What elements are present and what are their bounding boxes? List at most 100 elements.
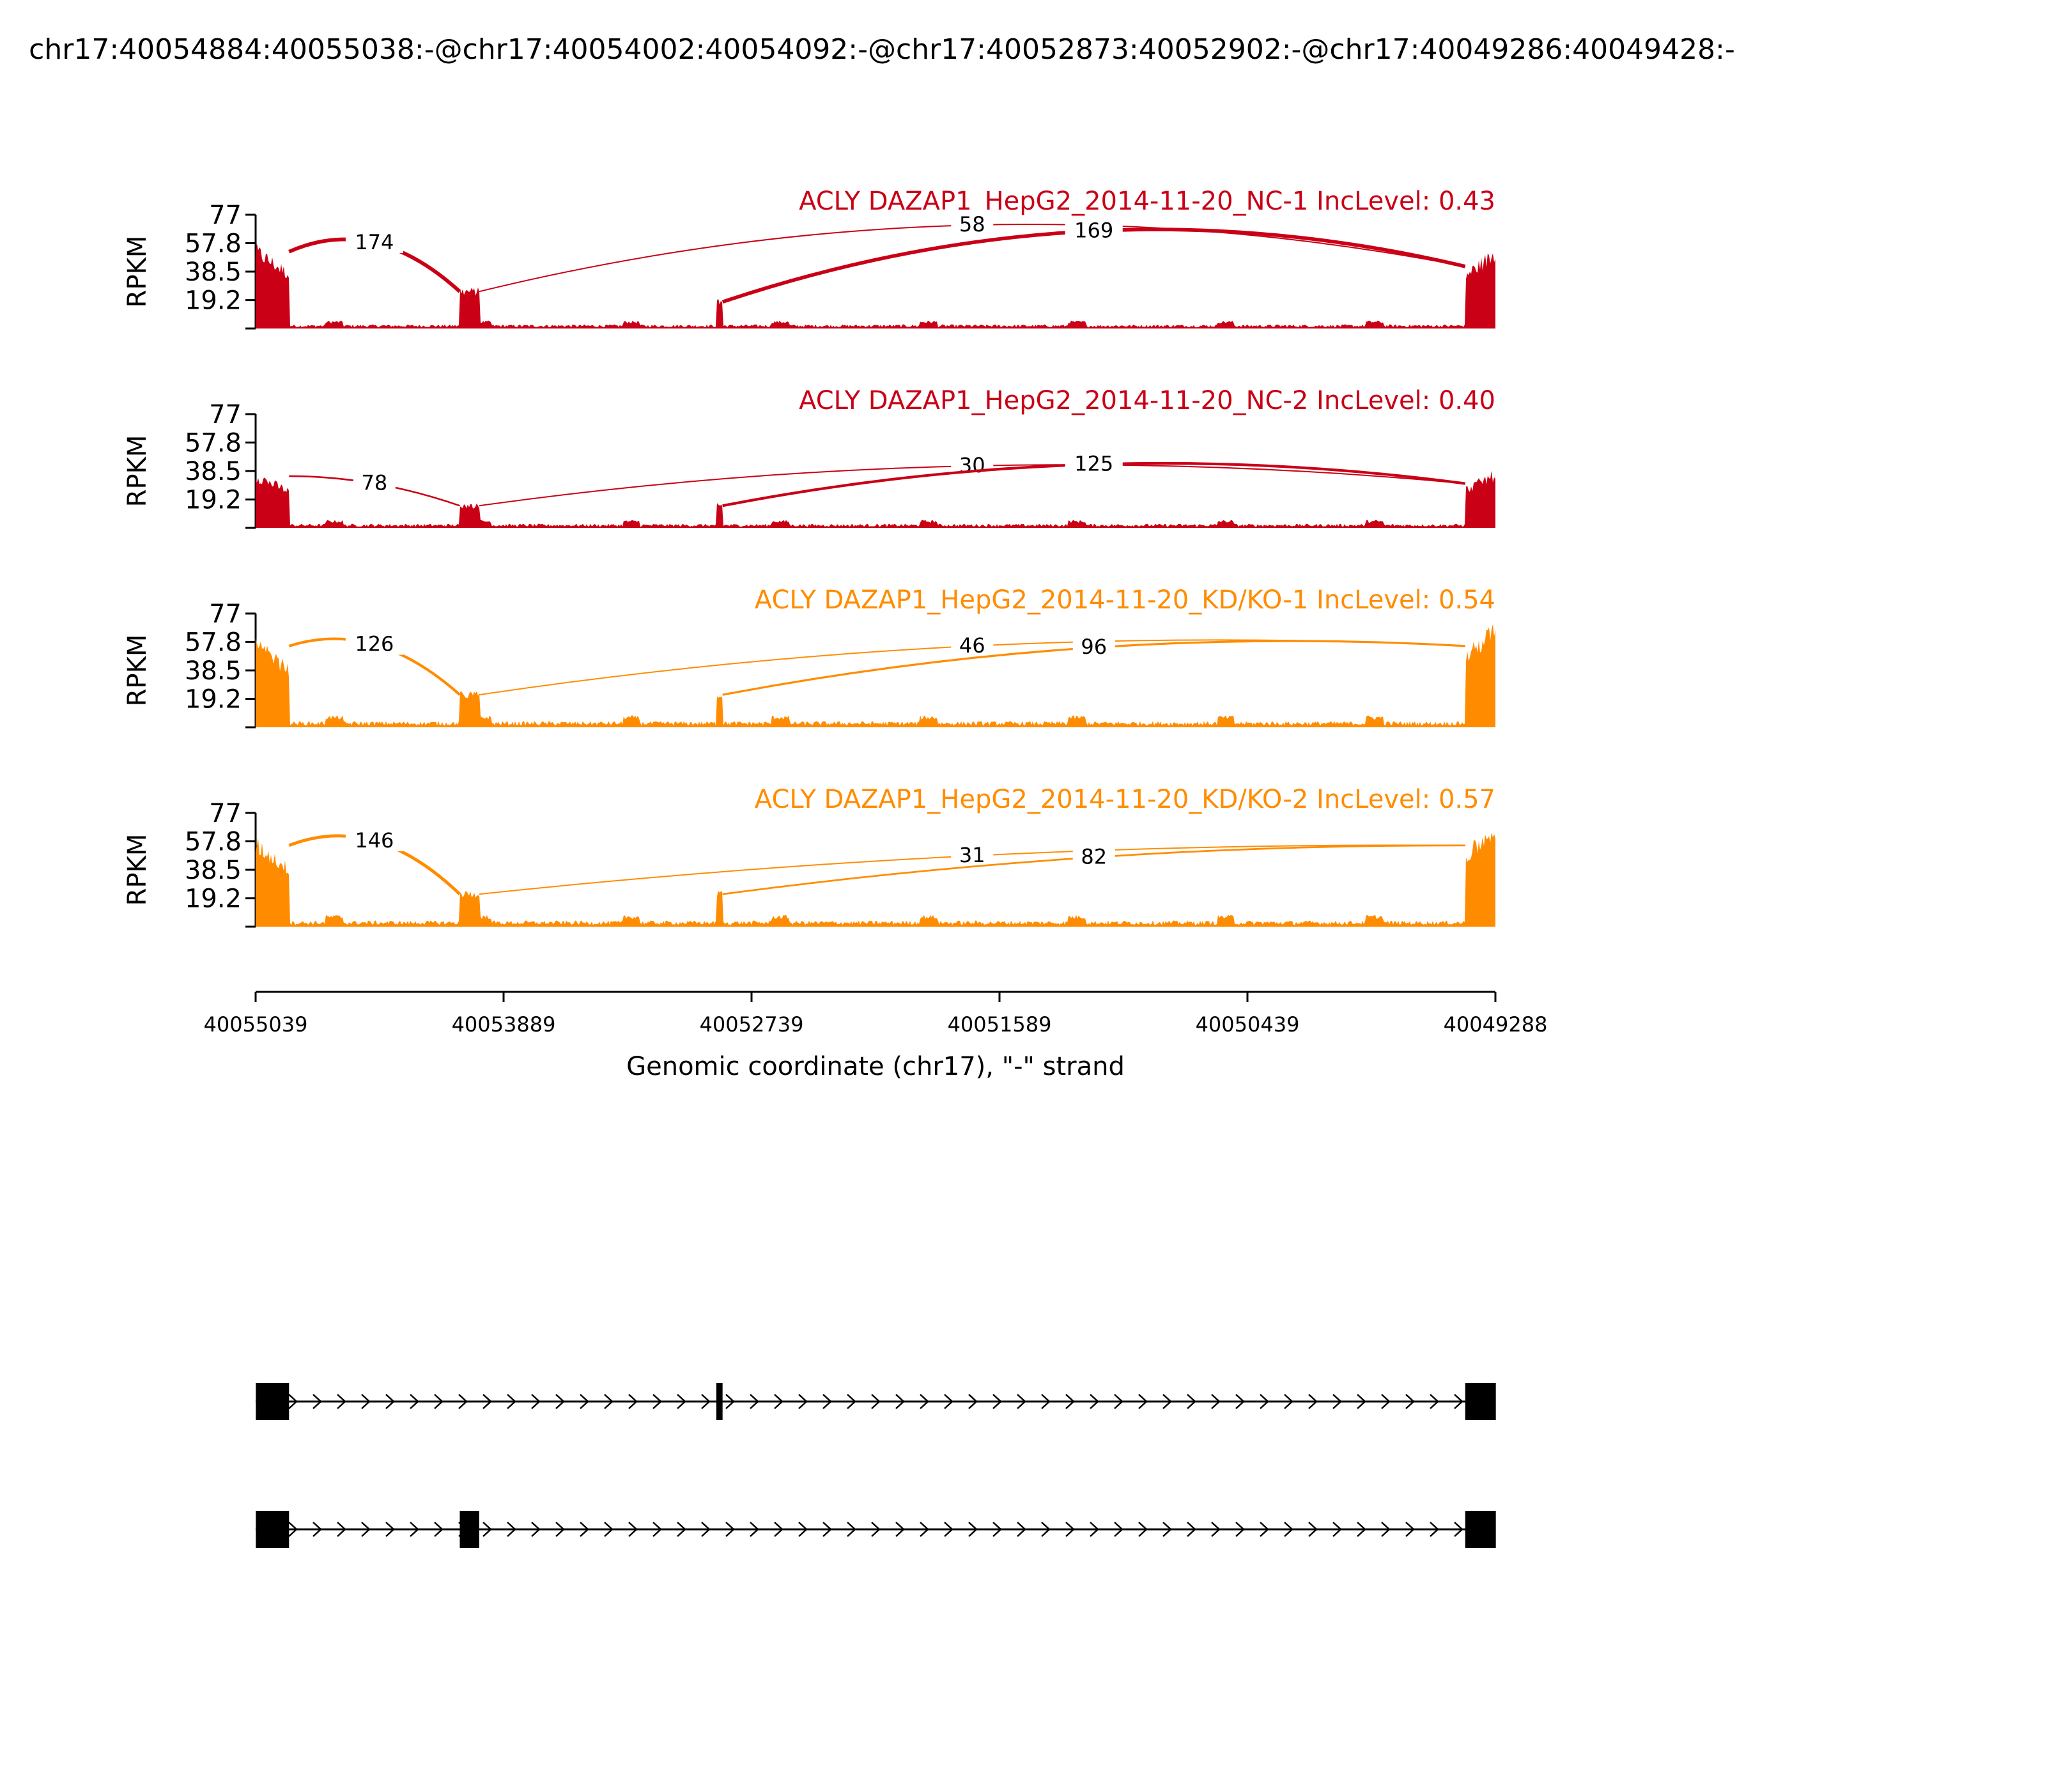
strand-chevron <box>1454 1394 1463 1409</box>
strand-chevron <box>725 1394 735 1409</box>
junction-label-bg <box>345 631 403 655</box>
strand-chevron <box>677 1394 686 1409</box>
x-axis-label: Genomic coordinate (chr17), "-" strand <box>626 1052 1125 1081</box>
strand-chevron <box>1381 1522 1391 1537</box>
strand-chevron <box>992 1394 1002 1409</box>
strand-chevron <box>871 1522 881 1537</box>
y-tick-label: 38.5 <box>185 656 242 686</box>
strand-chevron <box>1090 1522 1099 1537</box>
y-axis-label: RPKM <box>123 435 152 507</box>
y-tick-label: 38.5 <box>185 457 242 486</box>
y-axis-label: RPKM <box>123 834 152 906</box>
strand-chevron <box>313 1522 322 1537</box>
strand-chevron <box>725 1522 735 1537</box>
strand-chevron <box>410 1522 419 1537</box>
strand-chevron <box>1260 1522 1269 1537</box>
strand-chevron <box>1211 1394 1221 1409</box>
x-tick-label: 40053889 <box>452 1012 556 1037</box>
junction-count: 126 <box>355 632 394 656</box>
y-tick-label: 38.5 <box>185 258 242 287</box>
strand-chevron <box>968 1394 978 1409</box>
junction-count: 46 <box>959 633 985 658</box>
strand-chevron <box>701 1522 711 1537</box>
strand-chevron <box>1332 1522 1342 1537</box>
strand-chevron <box>604 1394 614 1409</box>
strand-chevron <box>847 1394 856 1409</box>
x-tick-label: 40049288 <box>1444 1012 1548 1037</box>
x-tick-label: 40055039 <box>204 1012 308 1037</box>
strand-chevron <box>288 1394 298 1409</box>
strand-chevron <box>871 1394 881 1409</box>
panel-label: ACLY DAZAP1_HepG2_2014-11-20_NC-1 IncLev… <box>799 187 1495 216</box>
junction-count: 125 <box>1074 452 1113 476</box>
strand-chevron <box>1138 1522 1148 1537</box>
strand-chevron <box>1308 1522 1318 1537</box>
strand-chevron <box>1162 1522 1172 1537</box>
strand-chevron <box>1405 1394 1415 1409</box>
strand-chevron <box>434 1522 444 1537</box>
isoform-track <box>256 1511 1496 1548</box>
strand-chevron <box>822 1394 832 1409</box>
panel-label: ACLY DAZAP1_HepG2_2014-11-20_KD/KO-1 Inc… <box>755 585 1495 615</box>
isoform-tracks <box>256 1383 1496 1548</box>
strand-chevron <box>1114 1394 1123 1409</box>
strand-chevron <box>1235 1522 1245 1537</box>
strand-chevron <box>1357 1522 1366 1537</box>
strand-chevron <box>750 1522 759 1537</box>
strand-chevron <box>798 1522 808 1537</box>
coverage-area <box>256 624 1495 727</box>
strand-chevron <box>1260 1394 1269 1409</box>
strand-chevron <box>385 1522 395 1537</box>
strand-chevron <box>1041 1394 1051 1409</box>
y-axis-label: RPKM <box>123 635 152 707</box>
strand-chevron <box>701 1394 711 1409</box>
strand-chevron <box>313 1394 322 1409</box>
strand-chevron <box>1138 1394 1148 1409</box>
x-tick-label: 40051589 <box>948 1012 1052 1037</box>
strand-chevron <box>1065 1394 1075 1409</box>
strand-chevron <box>580 1522 589 1537</box>
coverage-area <box>256 470 1495 528</box>
y-tick-label: 19.2 <box>185 486 242 515</box>
junction-label-bg <box>353 470 396 494</box>
junction-label-bg <box>345 229 403 253</box>
strand-chevron <box>1211 1522 1221 1537</box>
strand-chevron <box>337 1394 346 1409</box>
strand-chevron <box>555 1522 565 1537</box>
exon-block <box>256 1511 289 1548</box>
junction-count: 174 <box>355 230 394 254</box>
strand-chevron <box>361 1522 371 1537</box>
strand-chevron <box>895 1522 905 1537</box>
junction-count: 31 <box>959 843 985 867</box>
y-tick-label: 77 <box>209 400 242 429</box>
strand-chevron <box>482 1394 492 1409</box>
y-tick-label: 19.2 <box>185 286 242 316</box>
junction-count: 169 <box>1074 218 1113 242</box>
isoform-track <box>256 1383 1496 1420</box>
junction-label-bg <box>951 633 994 656</box>
strand-chevron <box>1235 1394 1245 1409</box>
y-tick-label: 19.2 <box>185 884 242 914</box>
strand-chevron <box>580 1394 589 1409</box>
strand-chevron <box>628 1522 638 1537</box>
strand-chevron <box>1454 1522 1463 1537</box>
strand-chevron <box>555 1394 565 1409</box>
junction-label-bg <box>1072 844 1115 868</box>
y-tick-label: 38.5 <box>185 856 242 885</box>
junction-label-bg <box>951 843 994 867</box>
strand-chevron <box>1017 1394 1026 1409</box>
junction-count: 96 <box>1081 635 1107 659</box>
strand-chevron <box>604 1522 614 1537</box>
strand-chevron <box>1041 1522 1051 1537</box>
strand-chevron <box>920 1394 929 1409</box>
strand-chevron <box>1162 1394 1172 1409</box>
strand-chevron <box>361 1394 371 1409</box>
strand-chevron <box>822 1522 832 1537</box>
y-tick-label: 57.8 <box>185 428 242 458</box>
strand-chevron <box>920 1522 929 1537</box>
